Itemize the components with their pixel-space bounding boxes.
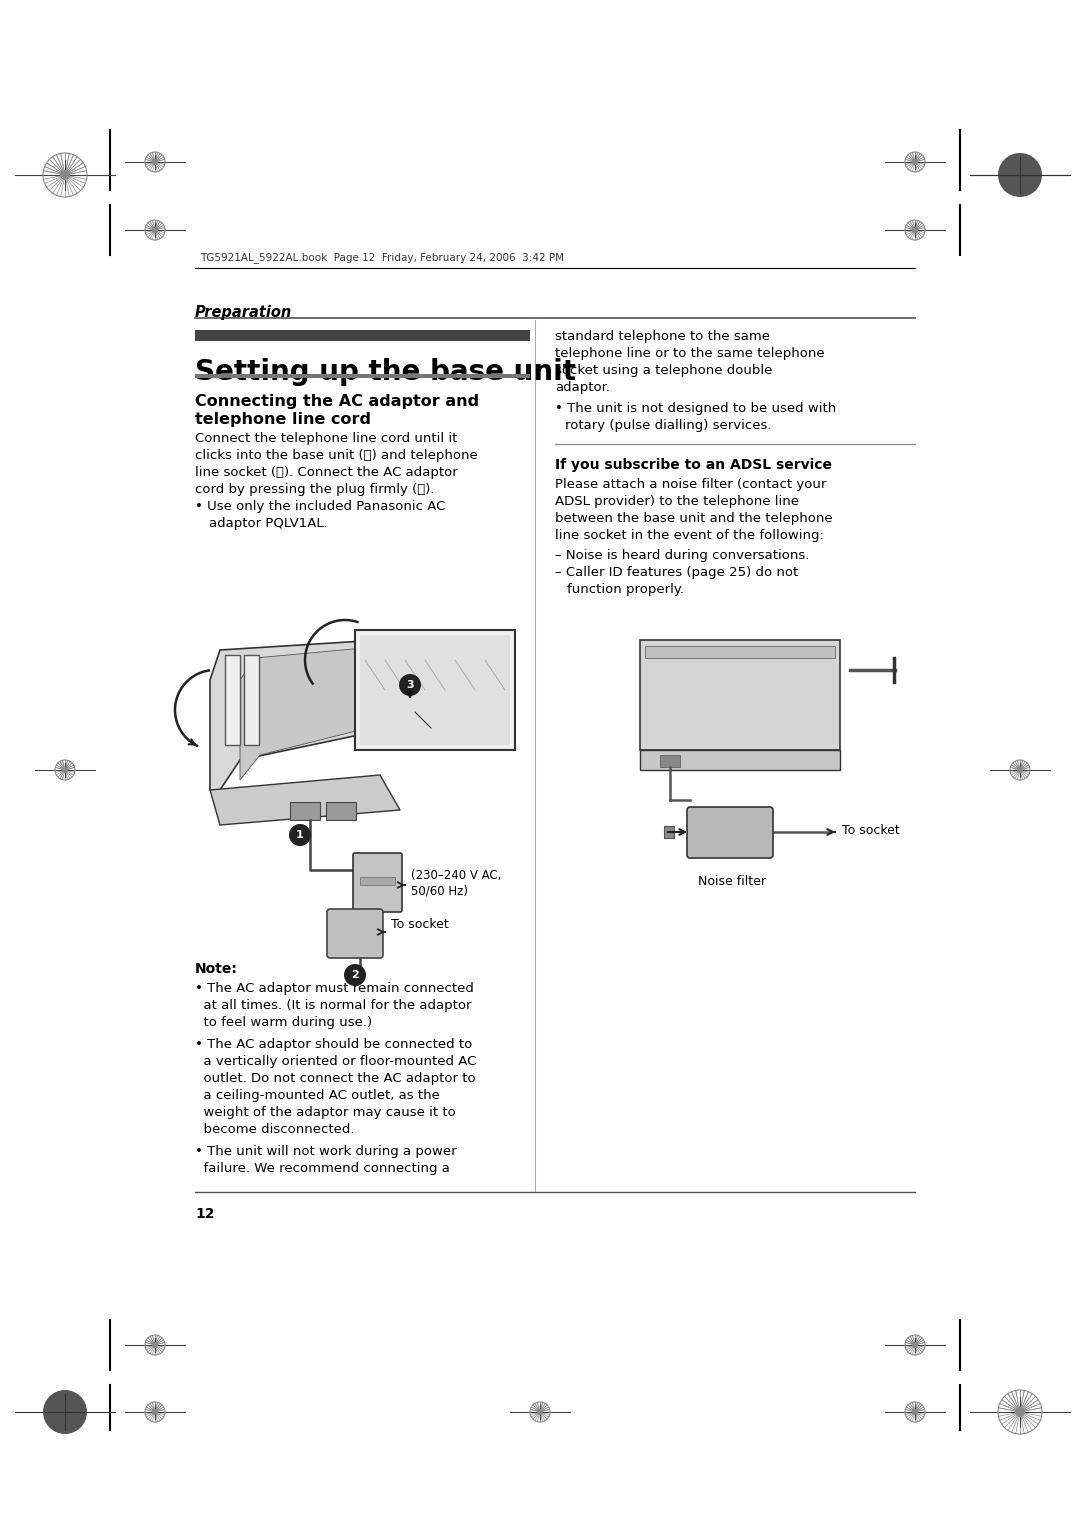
Bar	[645, 646, 835, 659]
Bar	[326, 802, 356, 821]
FancyBboxPatch shape	[353, 853, 402, 912]
Circle shape	[152, 228, 158, 232]
Circle shape	[537, 1409, 543, 1415]
Text: Preparation: Preparation	[195, 306, 293, 319]
Circle shape	[912, 159, 918, 165]
Text: • The unit is not designed to be used with: • The unit is not designed to be used wi…	[555, 402, 836, 416]
Text: 2: 2	[351, 970, 359, 979]
Bar	[360, 877, 395, 885]
Polygon shape	[240, 646, 430, 779]
Text: • Use only the included Panasonic AC: • Use only the included Panasonic AC	[195, 500, 445, 513]
Circle shape	[1017, 767, 1023, 773]
Text: To socket: To socket	[842, 824, 900, 837]
Circle shape	[1015, 1407, 1025, 1416]
Text: • The AC adaptor must remain connected: • The AC adaptor must remain connected	[195, 983, 474, 995]
Polygon shape	[210, 640, 440, 790]
Text: telephone line cord: telephone line cord	[195, 413, 372, 426]
Polygon shape	[640, 640, 840, 750]
Text: to feel warm during use.): to feel warm during use.)	[195, 1016, 373, 1028]
Text: – Caller ID features (page 25) do not: – Caller ID features (page 25) do not	[555, 565, 798, 579]
Circle shape	[912, 228, 918, 232]
Text: telephone line or to the same telephone: telephone line or to the same telephone	[555, 347, 825, 361]
FancyBboxPatch shape	[327, 909, 383, 958]
Text: function properly.: function properly.	[567, 584, 684, 596]
Circle shape	[152, 1342, 158, 1348]
Circle shape	[345, 964, 366, 986]
Circle shape	[289, 824, 311, 847]
Text: Connect the telephone line cord until it: Connect the telephone line cord until it	[195, 432, 457, 445]
Text: line socket (ⓙ). Connect the AC adaptor: line socket (ⓙ). Connect the AC adaptor	[195, 466, 458, 478]
Text: at all times. (It is normal for the adaptor: at all times. (It is normal for the adap…	[195, 999, 472, 1012]
Bar	[225, 656, 240, 746]
Text: a vertically oriented or floor-mounted AC: a vertically oriented or floor-mounted A…	[195, 1054, 476, 1068]
Text: between the base unit and the telephone: between the base unit and the telephone	[555, 512, 833, 526]
Bar	[360, 636, 510, 746]
Bar	[291, 802, 320, 821]
Text: 3: 3	[406, 680, 414, 691]
Text: weight of the adaptor may cause it to: weight of the adaptor may cause it to	[195, 1106, 456, 1118]
Bar	[355, 630, 515, 750]
Text: (230–240 V AC,: (230–240 V AC,	[411, 869, 501, 882]
Polygon shape	[640, 750, 840, 770]
Text: If you subscribe to an ADSL service: If you subscribe to an ADSL service	[555, 458, 832, 472]
Text: line socket in the event of the following:: line socket in the event of the followin…	[555, 529, 824, 542]
Text: 12: 12	[195, 1207, 215, 1221]
Circle shape	[152, 1409, 158, 1415]
Circle shape	[912, 1342, 918, 1348]
Text: cord by pressing the plug firmly (ⓒ).: cord by pressing the plug firmly (ⓒ).	[195, 483, 434, 497]
Text: • The AC adaptor should be connected to: • The AC adaptor should be connected to	[195, 1038, 472, 1051]
Text: To socket: To socket	[391, 918, 449, 931]
Circle shape	[62, 767, 68, 773]
Text: outlet. Do not connect the AC adaptor to: outlet. Do not connect the AC adaptor to	[195, 1073, 475, 1085]
Text: failure. We recommend connecting a: failure. We recommend connecting a	[195, 1161, 450, 1175]
Text: a ceiling-mounted AC outlet, as the: a ceiling-mounted AC outlet, as the	[195, 1089, 440, 1102]
Text: • The unit will not work during a power: • The unit will not work during a power	[195, 1144, 457, 1158]
Circle shape	[912, 1409, 918, 1415]
Circle shape	[399, 674, 421, 695]
Text: 50/60 Hz): 50/60 Hz)	[411, 885, 468, 897]
Circle shape	[60, 170, 70, 180]
Bar	[195, 330, 530, 341]
Circle shape	[43, 1390, 87, 1433]
Text: socket using a telephone double: socket using a telephone double	[555, 364, 772, 377]
Text: adaptor.: adaptor.	[555, 380, 610, 394]
Text: Noise filter: Noise filter	[698, 876, 766, 888]
Circle shape	[152, 159, 158, 165]
Text: adaptor PQLV1AL.: adaptor PQLV1AL.	[210, 516, 327, 530]
Circle shape	[998, 153, 1042, 197]
Text: Please attach a noise filter (contact your: Please attach a noise filter (contact yo…	[555, 478, 826, 490]
Text: Connecting the AC adaptor and: Connecting the AC adaptor and	[195, 394, 480, 410]
Text: Note:: Note:	[195, 963, 238, 976]
Text: TG5921AL_5922AL.book  Page 12  Friday, February 24, 2006  3:42 PM: TG5921AL_5922AL.book Page 12 Friday, Feb…	[200, 252, 564, 263]
Text: Hook: Hook	[433, 730, 464, 743]
Bar	[660, 755, 680, 767]
Text: Setting up the base unit: Setting up the base unit	[195, 358, 576, 387]
Text: ADSL provider) to the telephone line: ADSL provider) to the telephone line	[555, 495, 799, 507]
Bar	[244, 656, 259, 746]
Text: rotary (pulse dialling) services.: rotary (pulse dialling) services.	[565, 419, 771, 432]
Bar	[664, 827, 674, 837]
Polygon shape	[210, 775, 400, 825]
Text: – Noise is heard during conversations.: – Noise is heard during conversations.	[555, 549, 809, 562]
Text: 1: 1	[296, 830, 303, 840]
Text: clicks into the base unit (ⓘ) and telephone: clicks into the base unit (ⓘ) and teleph…	[195, 449, 477, 461]
Bar	[195, 374, 530, 377]
Text: standard telephone to the same: standard telephone to the same	[555, 330, 770, 342]
Text: become disconnected.: become disconnected.	[195, 1123, 354, 1135]
FancyBboxPatch shape	[687, 807, 773, 859]
